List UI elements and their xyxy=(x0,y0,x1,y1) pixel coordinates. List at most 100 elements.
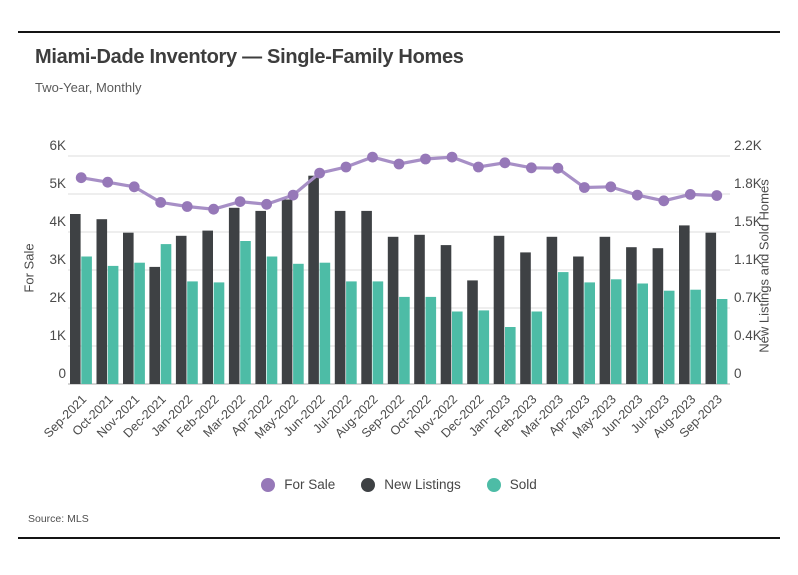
bar-new-listings xyxy=(96,219,108,384)
legend-label-new-listings: New Listings xyxy=(384,477,461,492)
bar-sold xyxy=(319,262,331,384)
bar-new-listings xyxy=(228,207,240,384)
bar-new-listings xyxy=(520,252,531,384)
bar-new-listings xyxy=(202,230,213,384)
legend-marker-new-listings xyxy=(361,477,376,492)
bar-new-listings xyxy=(123,232,134,384)
line-point-for-sale xyxy=(128,181,140,193)
left-axis-title: For Sale xyxy=(21,243,37,293)
source-note: Source: MLS xyxy=(28,513,89,525)
left-axis-tick: 6K xyxy=(49,138,66,153)
right-axis-tick: 0 xyxy=(734,366,742,381)
bar-new-listings xyxy=(679,225,690,384)
right-axis-tick: 0.4K xyxy=(734,328,762,343)
bar-sold xyxy=(637,283,648,384)
bar-sold xyxy=(425,296,437,384)
line-point-for-sale xyxy=(367,151,378,163)
bar-new-listings xyxy=(175,235,187,384)
legend-item-new-listings: New Listings xyxy=(361,477,461,492)
bar-new-listings xyxy=(493,235,505,384)
bar-sold xyxy=(134,262,145,384)
bar-new-listings xyxy=(387,236,399,384)
line-point-for-sale xyxy=(579,182,590,193)
top-divider xyxy=(18,31,780,33)
bar-new-listings xyxy=(70,214,81,384)
bar-new-listings xyxy=(546,236,558,384)
legend-label-for-sale: For Sale xyxy=(284,477,336,492)
bar-sold xyxy=(266,256,278,384)
bar-new-listings xyxy=(599,236,611,384)
left-axis-tick: 5K xyxy=(49,176,66,191)
bar-sold xyxy=(610,279,622,384)
bar-sold xyxy=(346,281,357,384)
bar-sold xyxy=(372,281,384,384)
legend-label-sold: Sold xyxy=(509,477,537,492)
legend: For Sale New Listings Sold xyxy=(0,477,798,492)
bar-new-listings xyxy=(440,245,452,384)
right-axis-tick: 2.2K xyxy=(734,138,762,153)
bar-new-listings xyxy=(308,175,319,384)
line-point-for-sale xyxy=(605,181,617,193)
bar-sold xyxy=(557,272,569,384)
bar-new-listings xyxy=(255,210,266,384)
bar-sold xyxy=(399,296,410,384)
legend-item-sold: Sold xyxy=(486,477,537,492)
bar-new-listings xyxy=(626,247,637,384)
bar-sold xyxy=(531,311,543,384)
line-point-for-sale xyxy=(234,196,246,208)
left-axis-tick: 4K xyxy=(49,214,66,229)
line-point-for-sale xyxy=(155,197,167,208)
page-subtitle: Two-Year, Monthly xyxy=(35,80,142,95)
line-point-for-sale xyxy=(102,176,114,188)
bar-sold xyxy=(505,327,516,384)
right-axis-tick: 1.5K xyxy=(734,214,762,229)
line-point-for-sale xyxy=(75,172,87,184)
right-axis-tick: 1.8K xyxy=(734,176,762,191)
legend-marker-for-sale xyxy=(261,477,276,492)
bar-sold xyxy=(478,310,490,384)
bar-sold xyxy=(293,263,304,384)
bar-new-listings xyxy=(467,280,478,384)
line-point-for-sale xyxy=(473,161,484,173)
left-axis-tick: 1K xyxy=(49,328,66,343)
bar-sold xyxy=(584,282,595,384)
left-axis-tick: 2K xyxy=(49,290,66,305)
bar-new-listings xyxy=(334,210,346,384)
bar-new-listings xyxy=(573,256,584,384)
bottom-divider xyxy=(18,537,780,539)
line-point-for-sale xyxy=(631,189,643,201)
page-title: Miami-Dade Inventory — Single-Family Hom… xyxy=(35,46,464,68)
bar-sold xyxy=(240,241,251,384)
bar-new-listings xyxy=(361,210,372,384)
bar-new-listings xyxy=(414,234,425,384)
right-axis-tick: 1.1K xyxy=(734,252,762,267)
bar-sold xyxy=(81,256,92,384)
line-point-for-sale xyxy=(711,190,723,201)
right-axis-title: New Listings and Sold Homes xyxy=(756,179,772,353)
bar-new-listings xyxy=(705,232,717,384)
bar-new-listings xyxy=(149,266,160,384)
bar-new-listings xyxy=(281,199,293,384)
legend-item-for-sale: For Sale xyxy=(261,477,335,492)
line-point-for-sale xyxy=(684,189,696,200)
line-point-for-sale xyxy=(420,153,431,165)
bar-sold xyxy=(107,265,119,384)
bar-sold xyxy=(213,282,225,384)
line-point-for-sale xyxy=(181,201,193,212)
line-point-for-sale xyxy=(261,198,272,210)
bar-sold xyxy=(663,290,675,384)
right-axis-tick: 0.7K xyxy=(734,290,762,305)
bar-new-listings xyxy=(652,248,664,384)
bar-sold xyxy=(187,281,198,384)
legend-marker-sold xyxy=(486,477,501,492)
line-point-for-sale xyxy=(208,203,220,215)
line-point-for-sale xyxy=(314,167,325,179)
bar-sold xyxy=(452,311,463,384)
bar-sold xyxy=(690,289,701,384)
line-point-for-sale xyxy=(340,161,352,173)
line-point-for-sale xyxy=(393,158,405,170)
left-axis-tick: 0 xyxy=(58,366,66,381)
left-axis-tick: 3K xyxy=(49,252,66,267)
line-point-for-sale xyxy=(552,162,564,174)
